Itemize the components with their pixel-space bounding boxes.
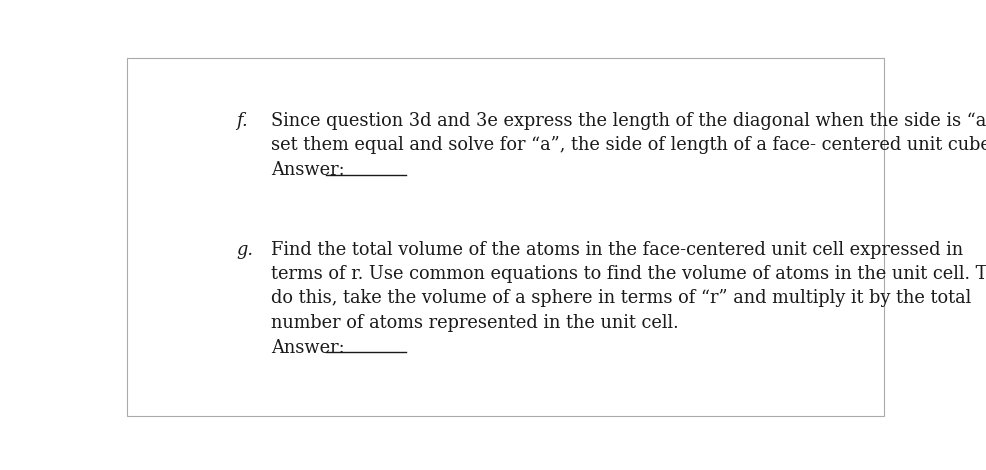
Text: do this, take the volume of a sphere in terms of “r” and multiply it by the tota: do this, take the volume of a sphere in … [271, 290, 970, 307]
Text: set them equal and solve for “a”, the side of length of a face- centered unit cu: set them equal and solve for “a”, the si… [271, 136, 986, 154]
Text: Answer:: Answer: [271, 161, 344, 180]
Text: f.: f. [237, 112, 247, 131]
Text: Since question 3d and 3e express the length of the diagonal when the side is “a”: Since question 3d and 3e express the len… [271, 112, 986, 131]
Text: g.: g. [237, 241, 253, 259]
Text: Answer:: Answer: [271, 339, 344, 357]
Text: terms of r. Use common equations to find the volume of atoms in the unit cell. T: terms of r. Use common equations to find… [271, 265, 986, 283]
FancyBboxPatch shape [127, 58, 883, 416]
Text: number of atoms represented in the unit cell.: number of atoms represented in the unit … [271, 313, 678, 332]
Text: Find the total volume of the atoms in the face-centered unit cell expressed in: Find the total volume of the atoms in th… [271, 241, 962, 259]
